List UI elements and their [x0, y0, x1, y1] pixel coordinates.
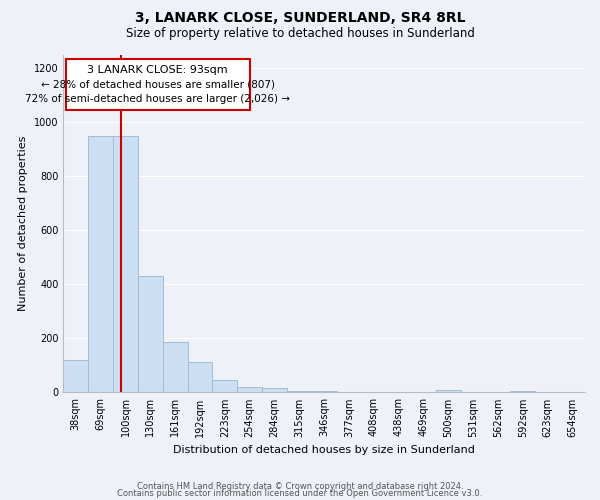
Bar — [287, 391, 312, 392]
Bar — [64, 360, 88, 392]
Bar — [212, 380, 237, 392]
Bar — [436, 390, 461, 392]
Text: ← 28% of detached houses are smaller (807): ← 28% of detached houses are smaller (80… — [41, 80, 275, 90]
X-axis label: Distribution of detached houses by size in Sunderland: Distribution of detached houses by size … — [173, 445, 475, 455]
FancyBboxPatch shape — [66, 59, 250, 110]
Text: 3, LANARK CLOSE, SUNDERLAND, SR4 8RL: 3, LANARK CLOSE, SUNDERLAND, SR4 8RL — [135, 11, 465, 25]
Text: Size of property relative to detached houses in Sunderland: Size of property relative to detached ho… — [125, 27, 475, 40]
Bar — [312, 391, 337, 392]
Text: Contains public sector information licensed under the Open Government Licence v3: Contains public sector information licen… — [118, 489, 482, 498]
Bar — [237, 387, 262, 392]
Bar — [113, 136, 138, 392]
Bar — [163, 342, 188, 392]
Text: Contains HM Land Registry data © Crown copyright and database right 2024.: Contains HM Land Registry data © Crown c… — [137, 482, 463, 491]
Bar — [511, 391, 535, 392]
Text: 3 LANARK CLOSE: 93sqm: 3 LANARK CLOSE: 93sqm — [88, 66, 228, 76]
Text: 72% of semi-detached houses are larger (2,026) →: 72% of semi-detached houses are larger (… — [25, 94, 290, 104]
Bar — [188, 362, 212, 392]
Bar — [262, 388, 287, 392]
Bar — [138, 276, 163, 392]
Bar — [88, 136, 113, 392]
Y-axis label: Number of detached properties: Number of detached properties — [19, 136, 28, 312]
